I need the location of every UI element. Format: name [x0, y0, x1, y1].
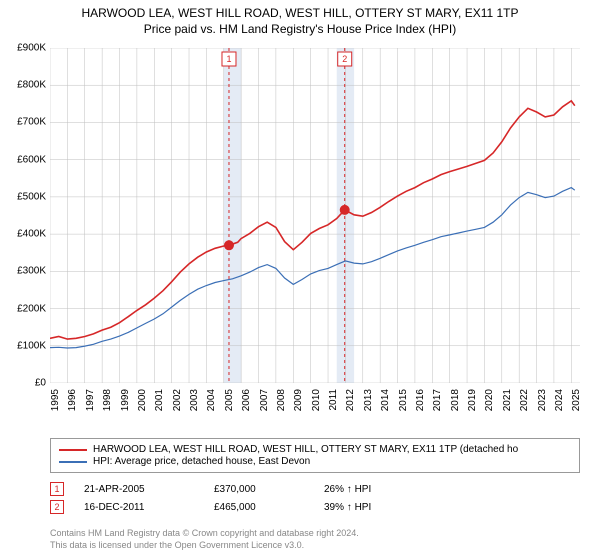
- y-tick-label: £500K: [17, 191, 46, 202]
- x-tick-label: 2017: [432, 389, 443, 411]
- legend-label: HARWOOD LEA, WEST HILL ROAD, WEST HILL, …: [93, 444, 518, 455]
- x-tick-label: 1996: [67, 389, 78, 411]
- y-tick-label: £0: [35, 378, 46, 389]
- x-tick-label: 2004: [206, 389, 217, 411]
- address-title: HARWOOD LEA, WEST HILL ROAD, WEST HILL, …: [0, 6, 600, 20]
- sale-marker-badge: 2: [50, 500, 64, 514]
- title-block: HARWOOD LEA, WEST HILL ROAD, WEST HILL, …: [0, 0, 600, 36]
- x-tick-label: 1998: [102, 389, 113, 411]
- x-tick-label: 2000: [137, 389, 148, 411]
- legend-label: HPI: Average price, detached house, East…: [93, 456, 310, 467]
- sale-marker-table: 1 21-APR-2005£370,00026% ↑ HPI 2 16-DEC-201…: [50, 478, 580, 518]
- x-tick-label: 2011: [328, 389, 339, 411]
- x-tick-label: 2001: [154, 389, 165, 411]
- x-tick-label: 2012: [345, 389, 356, 411]
- sale-price: £370,000: [214, 484, 324, 495]
- x-tick-label: 2014: [380, 389, 391, 411]
- legend: HARWOOD LEA, WEST HILL ROAD, WEST HILL, …: [50, 438, 580, 473]
- x-tick-label: 2023: [537, 389, 548, 411]
- x-tick-label: 2018: [450, 389, 461, 411]
- legend-swatch: [59, 461, 87, 463]
- x-tick-label: 2021: [502, 389, 513, 411]
- x-tick-label: 2006: [241, 389, 252, 411]
- y-tick-label: £100K: [17, 340, 46, 351]
- y-tick-label: £800K: [17, 80, 46, 91]
- subtitle: Price paid vs. HM Land Registry's House …: [0, 22, 600, 36]
- x-tick-label: 2002: [172, 389, 183, 411]
- footer-attribution: Contains HM Land Registry data © Crown c…: [50, 528, 580, 551]
- y-tick-label: £600K: [17, 154, 46, 165]
- x-tick-label: 2013: [363, 389, 374, 411]
- x-tick-label: 2020: [484, 389, 495, 411]
- x-tick-label: 2025: [571, 389, 582, 411]
- y-tick-label: £200K: [17, 303, 46, 314]
- x-tick-label: 1995: [50, 389, 61, 411]
- y-tick-label: £300K: [17, 266, 46, 277]
- y-tick-label: £900K: [17, 43, 46, 54]
- x-tick-label: 2009: [293, 389, 304, 411]
- x-tick-label: 2003: [189, 389, 200, 411]
- x-tick-label: 2007: [259, 389, 270, 411]
- x-tick-label: 2005: [224, 389, 235, 411]
- svg-text:1: 1: [226, 54, 231, 64]
- plot-area: 12: [50, 48, 580, 383]
- x-tick-label: 1999: [120, 389, 131, 411]
- x-tick-label: 2008: [276, 389, 287, 411]
- x-tick-label: 2016: [415, 389, 426, 411]
- sale-vs-hpi: 26% ↑ HPI: [324, 484, 371, 495]
- x-tick-label: 2015: [398, 389, 409, 411]
- legend-swatch: [59, 449, 87, 451]
- legend-item: HARWOOD LEA, WEST HILL ROAD, WEST HILL, …: [59, 444, 571, 455]
- y-tick-label: £400K: [17, 229, 46, 240]
- chart-svg: 12: [50, 48, 580, 383]
- x-axis: 1995 1996 1997 1998 1999 2000 2001 2002 2003 2004…: [50, 383, 580, 438]
- svg-text:2: 2: [342, 54, 347, 64]
- sale-date: 16-DEC-2011: [84, 502, 214, 513]
- sale-vs-hpi: 39% ↑ HPI: [324, 502, 371, 513]
- x-tick-label: 2010: [311, 389, 322, 411]
- x-tick-label: 1997: [85, 389, 96, 411]
- footer-line-2: This data is licensed under the Open Gov…: [50, 540, 580, 552]
- legend-item: HPI: Average price, detached house, East…: [59, 456, 571, 467]
- sale-marker-row: 2 16-DEC-2011£465,00039% ↑ HPI: [50, 500, 580, 514]
- sale-marker-row: 1 21-APR-2005£370,00026% ↑ HPI: [50, 482, 580, 496]
- sale-date: 21-APR-2005: [84, 484, 214, 495]
- chart-container: HARWOOD LEA, WEST HILL ROAD, WEST HILL, …: [0, 0, 600, 560]
- sale-marker-badge: 1: [50, 482, 64, 496]
- x-tick-label: 2019: [467, 389, 478, 411]
- x-tick-label: 2024: [554, 389, 565, 411]
- footer-line-1: Contains HM Land Registry data © Crown c…: [50, 528, 580, 540]
- y-tick-label: £700K: [17, 117, 46, 128]
- x-tick-label: 2022: [519, 389, 530, 411]
- sale-price: £465,000: [214, 502, 324, 513]
- y-axis: £0£100K£200K£300K£400K£500K£600K£700K£80…: [0, 48, 50, 383]
